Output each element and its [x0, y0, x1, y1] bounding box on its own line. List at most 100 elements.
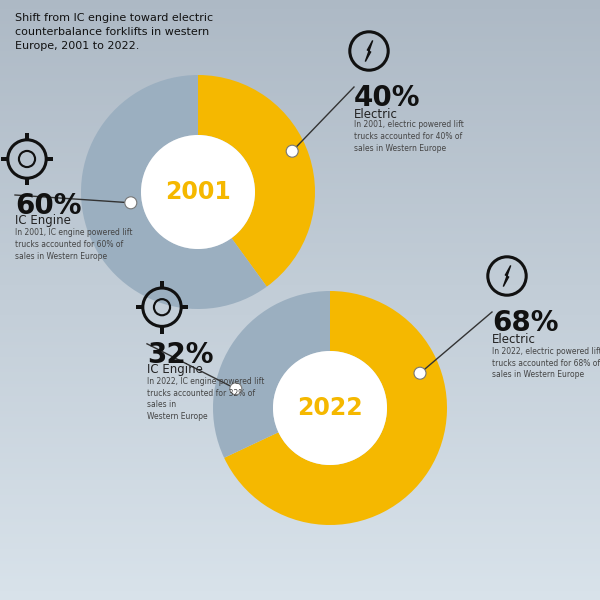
- Bar: [0, 81, 600, 84]
- Bar: [0, 162, 600, 165]
- Bar: [0, 306, 600, 309]
- Bar: [0, 432, 600, 435]
- Bar: [0, 351, 600, 354]
- Bar: [0, 99, 600, 102]
- Bar: [0, 345, 600, 348]
- Bar: [0, 477, 600, 480]
- Bar: [0, 360, 600, 363]
- Text: In 2001, IC engine powered lift
trucks accounted for 60% of
sales in Western Eur: In 2001, IC engine powered lift trucks a…: [15, 228, 133, 260]
- Bar: [0, 75, 600, 78]
- Bar: [0, 297, 600, 300]
- Bar: [0, 69, 600, 72]
- Bar: [0, 507, 600, 510]
- Bar: [0, 126, 600, 129]
- Bar: [0, 138, 600, 141]
- Bar: [0, 300, 600, 303]
- Bar: [0, 423, 600, 426]
- Bar: [0, 489, 600, 492]
- Bar: [0, 399, 600, 402]
- Circle shape: [230, 383, 242, 395]
- Bar: [0, 18, 600, 21]
- Bar: [0, 336, 600, 339]
- Bar: [0, 396, 600, 399]
- Bar: [0, 147, 600, 150]
- Bar: [0, 48, 600, 51]
- Bar: [0, 342, 600, 345]
- Bar: [0, 105, 600, 108]
- Bar: [0, 270, 600, 273]
- Bar: [0, 216, 600, 219]
- Bar: [0, 498, 600, 501]
- Bar: [0, 366, 600, 369]
- Bar: [0, 546, 600, 549]
- Bar: [0, 288, 600, 291]
- Bar: [0, 12, 600, 15]
- Bar: [160, 281, 164, 288]
- Bar: [0, 63, 600, 66]
- Text: 68%: 68%: [492, 309, 559, 337]
- Bar: [0, 231, 600, 234]
- Bar: [0, 417, 600, 420]
- Bar: [0, 354, 600, 357]
- Bar: [0, 330, 600, 333]
- Bar: [0, 312, 600, 315]
- Bar: [0, 525, 600, 528]
- Bar: [0, 21, 600, 24]
- Bar: [0, 237, 600, 240]
- Wedge shape: [198, 75, 315, 287]
- Bar: [0, 573, 600, 576]
- Bar: [0, 213, 600, 216]
- Bar: [0, 543, 600, 546]
- Bar: [0, 567, 600, 570]
- Bar: [0, 369, 600, 372]
- Circle shape: [125, 197, 137, 209]
- Bar: [0, 459, 600, 462]
- Polygon shape: [503, 265, 511, 287]
- Bar: [0, 234, 600, 237]
- Bar: [0, 408, 600, 411]
- Text: In 2022, IC engine powered lift
trucks accounted for 32% of
sales in
Western Eur: In 2022, IC engine powered lift trucks a…: [147, 377, 265, 421]
- Bar: [0, 66, 600, 69]
- Text: Shift from IC engine toward electric
counterbalance forklifts in western
Europe,: Shift from IC engine toward electric cou…: [15, 13, 213, 51]
- Bar: [0, 420, 600, 423]
- Bar: [0, 252, 600, 255]
- Bar: [0, 6, 600, 9]
- Text: 40%: 40%: [354, 84, 421, 112]
- Bar: [1, 157, 8, 161]
- Bar: [0, 84, 600, 87]
- Bar: [0, 204, 600, 207]
- Bar: [0, 186, 600, 189]
- Text: In 2022, electric powered lift
trucks accounted for 68% of
sales in Western Euro: In 2022, electric powered lift trucks ac…: [492, 347, 600, 379]
- Bar: [0, 387, 600, 390]
- Bar: [0, 39, 600, 42]
- Bar: [0, 15, 600, 18]
- Bar: [0, 348, 600, 351]
- Bar: [0, 552, 600, 555]
- Bar: [0, 384, 600, 387]
- Text: 32%: 32%: [147, 341, 214, 369]
- Bar: [0, 3, 600, 6]
- Bar: [0, 456, 600, 459]
- Bar: [0, 390, 600, 393]
- Bar: [0, 372, 600, 375]
- Text: 60%: 60%: [15, 192, 82, 220]
- Bar: [0, 123, 600, 126]
- Wedge shape: [224, 291, 447, 525]
- Bar: [0, 438, 600, 441]
- Bar: [0, 54, 600, 57]
- Bar: [0, 441, 600, 444]
- Bar: [0, 0, 600, 3]
- Polygon shape: [365, 40, 373, 62]
- Bar: [0, 87, 600, 90]
- Text: Electric: Electric: [492, 333, 536, 346]
- Bar: [0, 531, 600, 534]
- Bar: [0, 24, 600, 27]
- Bar: [0, 462, 600, 465]
- Bar: [0, 339, 600, 342]
- Bar: [0, 228, 600, 231]
- Bar: [0, 504, 600, 507]
- Bar: [136, 305, 143, 310]
- Text: IC Engine: IC Engine: [15, 214, 71, 227]
- Bar: [0, 219, 600, 222]
- Bar: [0, 561, 600, 564]
